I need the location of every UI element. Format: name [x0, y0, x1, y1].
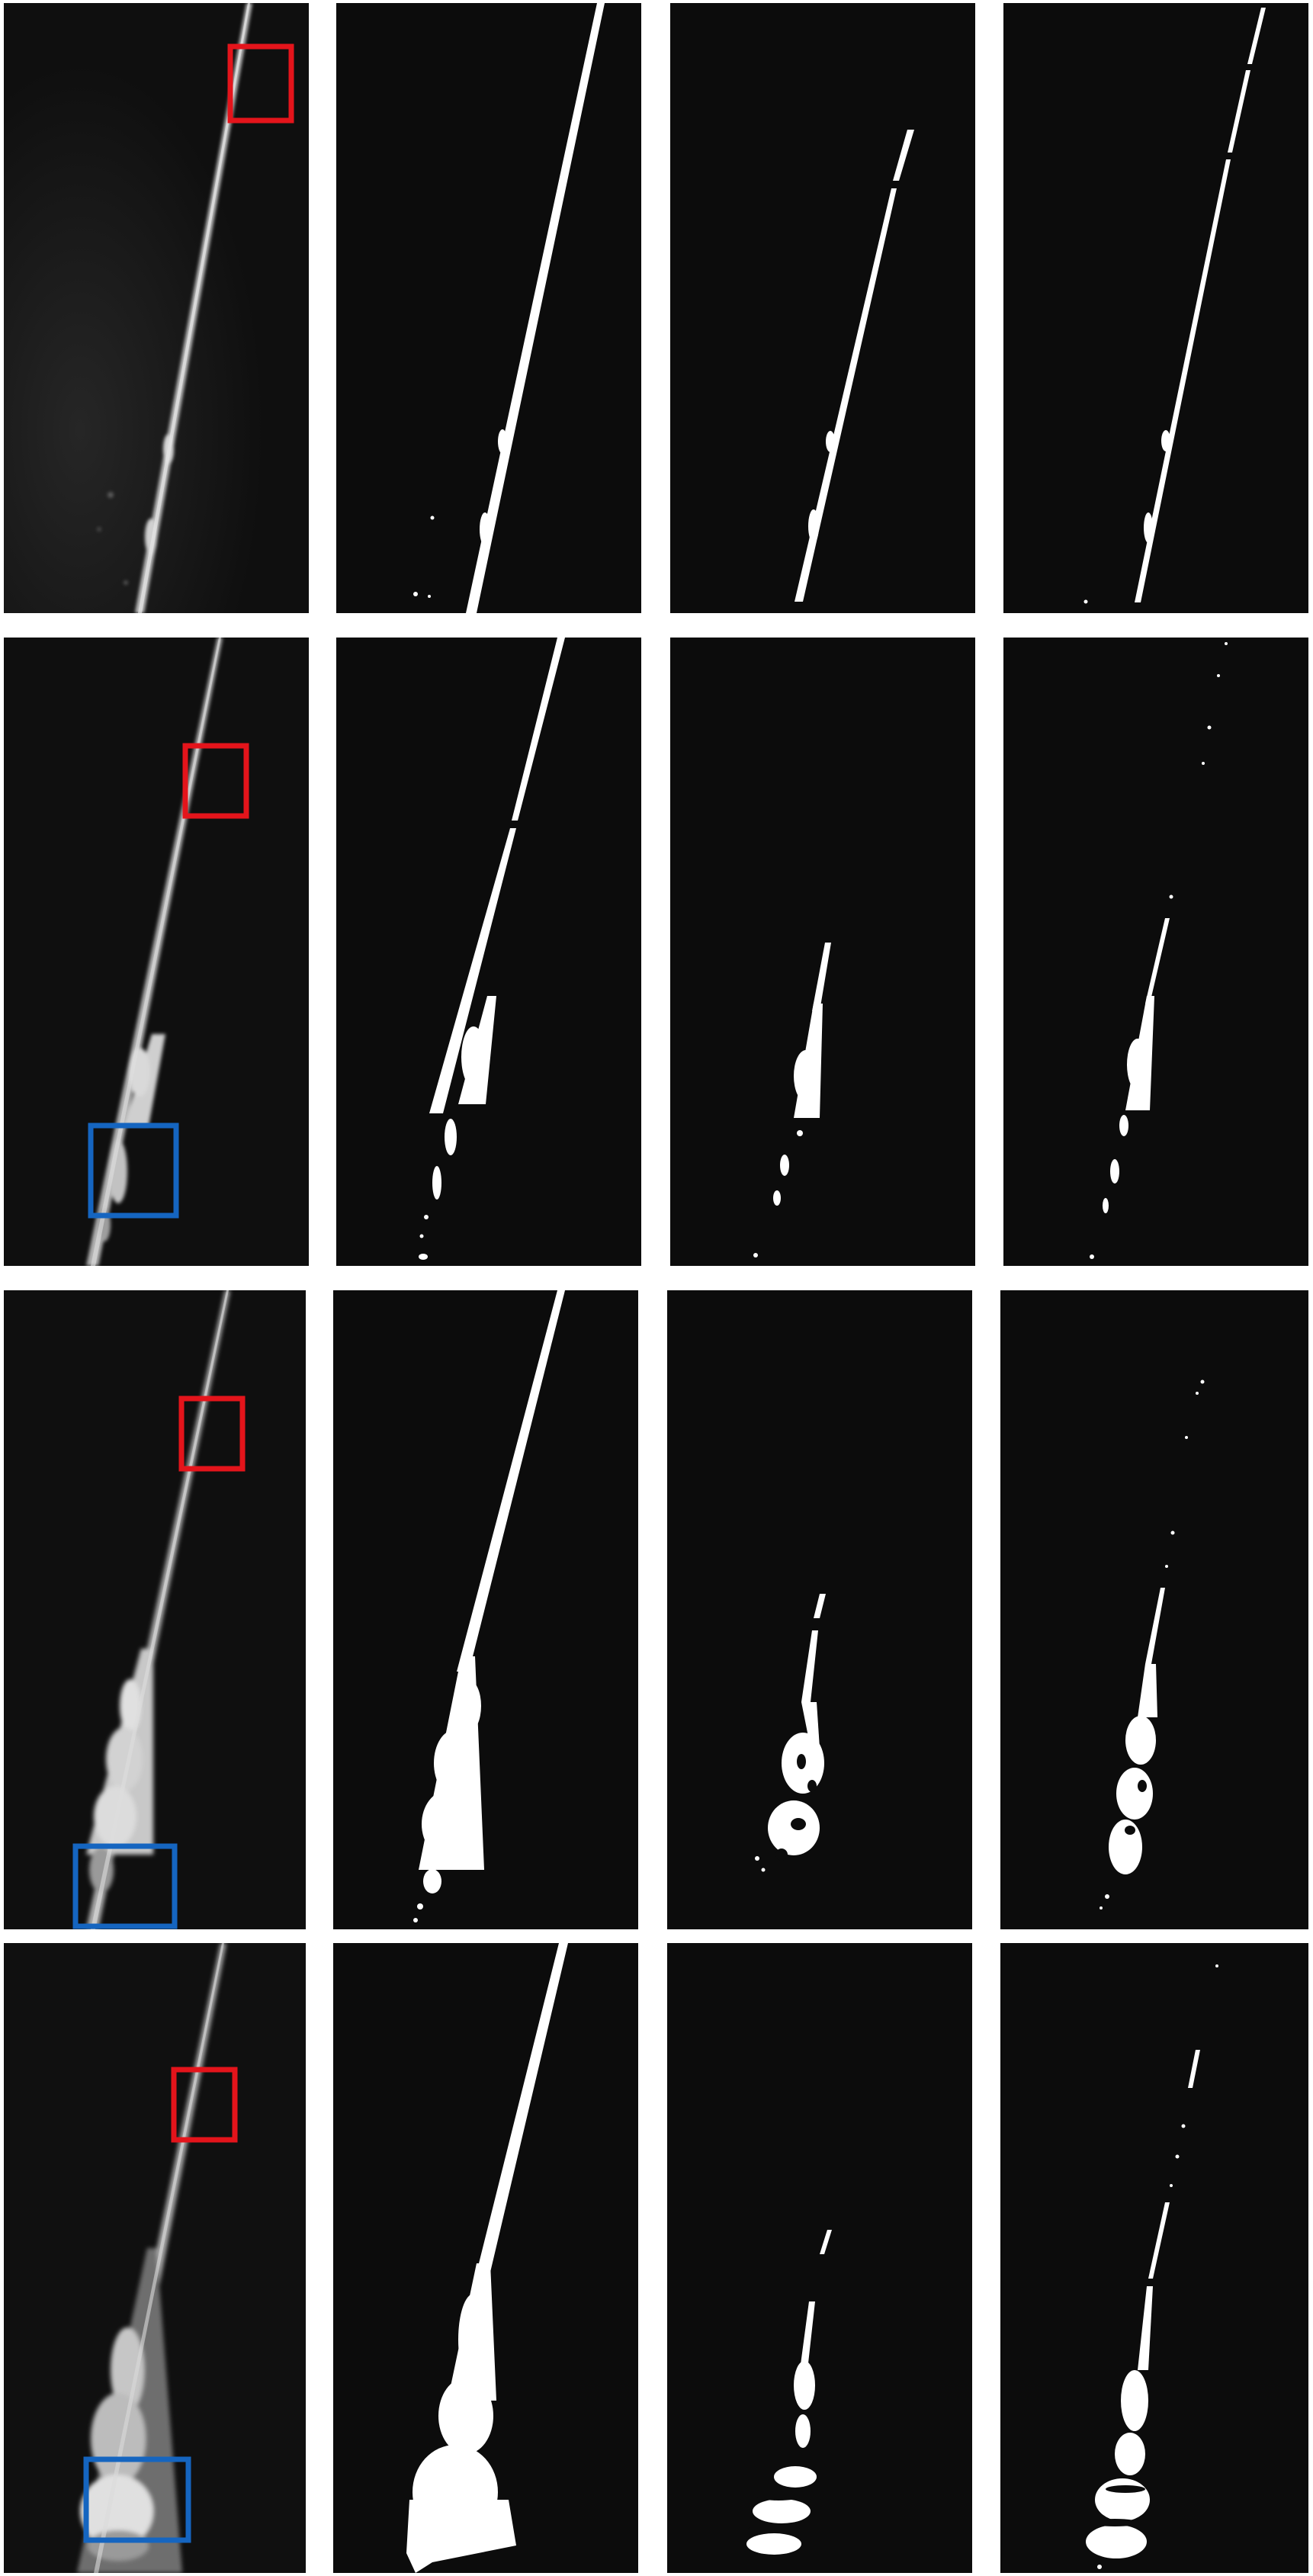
row4-mask-b [667, 1943, 972, 2573]
row3-mask-b [667, 1290, 972, 1929]
row3-mask-c [1000, 1290, 1308, 1929]
row4-mask-a [333, 1943, 638, 2573]
row1-mask-a [336, 3, 641, 613]
row3-mask-a [333, 1290, 638, 1929]
row2-mask-a [336, 638, 641, 1266]
row2-raw-image [4, 638, 309, 1266]
row4-raw-image [4, 1943, 306, 2573]
row4-mask-c [1000, 1943, 1308, 2573]
row3-raw-image [4, 1290, 306, 1929]
row1-mask-b [670, 3, 975, 613]
row1-mask-c [1003, 3, 1308, 613]
row2-mask-c [1003, 638, 1308, 1266]
row1-raw-image [4, 3, 309, 613]
row2-mask-b [670, 638, 975, 1266]
